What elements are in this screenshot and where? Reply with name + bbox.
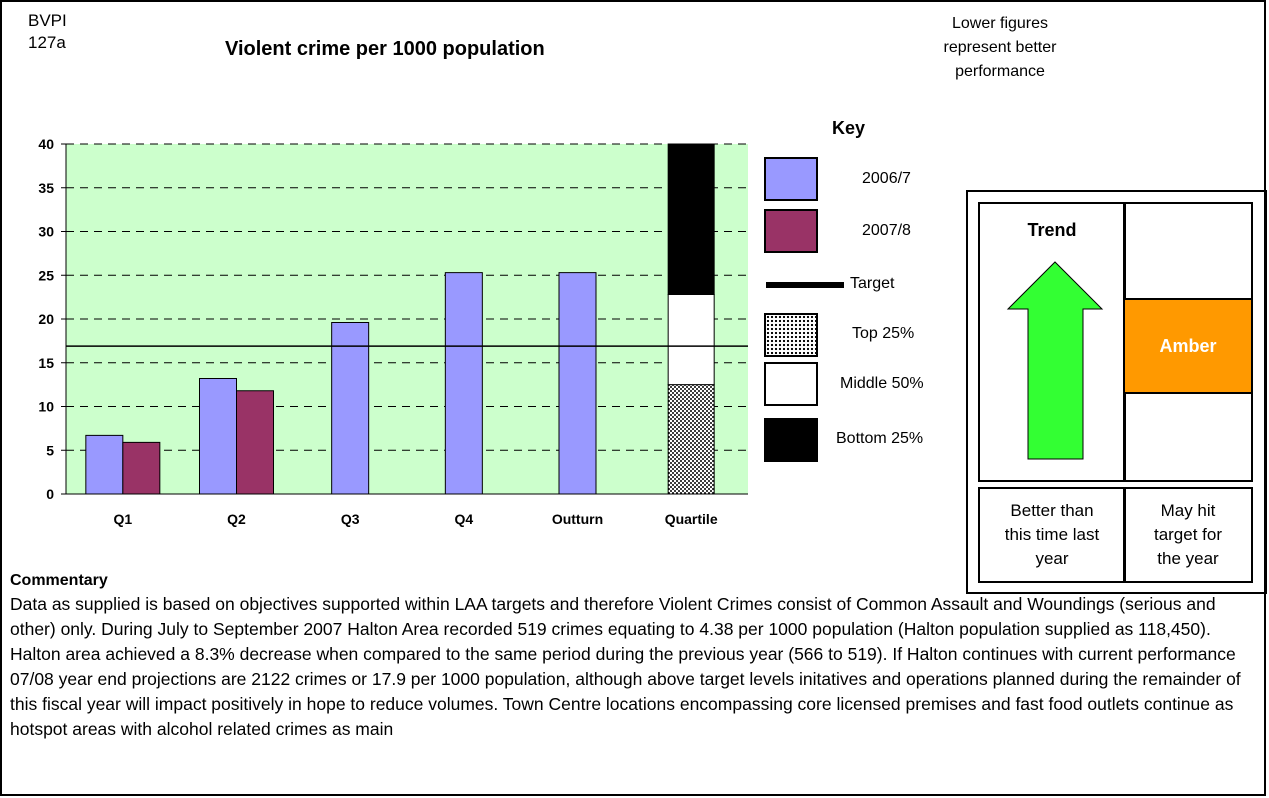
key-swatch-middle-50 [764, 362, 818, 406]
key-swatch-bottom-25 [764, 418, 818, 462]
performance-note: Lower figures represent better performan… [880, 12, 1120, 84]
key-swatch-2006-7 [764, 157, 818, 201]
y-tick-label: 20 [38, 311, 54, 327]
key-swatch-target [766, 282, 844, 288]
indicator-code: BVPI 127a [28, 10, 67, 54]
key-title: Key [832, 118, 866, 138]
y-tick-label: 35 [38, 180, 54, 196]
key-label-2007-8: 2007/8 [862, 222, 911, 239]
quartile-middle-50-segment [667, 294, 715, 386]
trend-caption-line2: this time last [1004, 525, 1100, 544]
x-tick-label: Q2 [227, 511, 246, 527]
quartile-bottom-25-segment [667, 143, 715, 295]
y-tick-label: 30 [38, 224, 54, 240]
quartile-top-25-segment [667, 384, 715, 495]
traffic-light-box: Amber [1123, 202, 1253, 482]
x-tick-label: Q3 [341, 511, 360, 527]
x-tick-label: Q4 [454, 511, 473, 527]
y-tick-label: 0 [46, 486, 54, 502]
target-caption-line3: the year [1157, 549, 1219, 568]
target-caption: May hit target for the year [1123, 487, 1253, 583]
trend-title: Trend [1027, 220, 1077, 240]
performance-note-line2: represent better [943, 39, 1057, 56]
y-tick-label: 10 [38, 399, 54, 415]
commentary-title: Commentary [10, 572, 108, 589]
target-caption-line2: target for [1153, 525, 1223, 544]
bar-2006-7 [199, 378, 237, 495]
bar-2006-7 [558, 272, 597, 495]
key-label-top-25: Top 25% [852, 325, 915, 342]
x-tick-label: Outturn [552, 511, 603, 527]
y-tick-label: 25 [38, 267, 54, 283]
bar-2006-7 [331, 322, 370, 495]
indicator-code-line1: BVPI [28, 11, 67, 30]
trend-caption: Better than this time last year [978, 487, 1126, 583]
x-tick-label: Q1 [113, 511, 132, 527]
bar-2007-8 [236, 390, 274, 495]
key-label-target: Target [850, 275, 895, 292]
trend-box: Trend [978, 202, 1126, 482]
key-swatch-2007-8 [764, 209, 818, 253]
commentary-text: Data as supplied is based on objectives … [10, 594, 1241, 739]
bar-2006-7 [444, 272, 483, 495]
performance-note-line3: performance [955, 63, 1045, 80]
traffic-light-amber: Amber [1125, 298, 1251, 394]
bar-2006-7 [85, 434, 124, 495]
bar-2007-8 [122, 441, 161, 495]
key-label-bottom-25: Bottom 25% [836, 430, 924, 447]
bar-chart: 0 5 10 15 20 25 30 35 40 Q1 Q2 Q3 Q4 Outturn Quartile [38, 136, 748, 527]
target-caption-line1: May hit [1160, 501, 1216, 520]
key-label-middle-50: Middle 50% [840, 375, 924, 392]
performance-note-line1: Lower figures [951, 15, 1049, 32]
y-tick-label: 40 [38, 136, 54, 152]
x-tick-label: Quartile [665, 511, 718, 527]
chart-title: Violent crime per 1000 population [225, 38, 545, 60]
indicator-code-line2: 127a [28, 33, 66, 52]
trend-caption-line3: year [1035, 549, 1069, 568]
trend-caption-line1: Better than [1010, 501, 1094, 520]
key-label-2006-7: 2006/7 [862, 170, 911, 187]
status-panel: Trend Amber Better than this time last y… [966, 190, 1267, 594]
y-tick-label: 15 [38, 355, 54, 371]
y-tick-label: 5 [46, 442, 54, 458]
key-swatch-top-25 [764, 313, 818, 357]
trend-up-arrow-icon [1006, 261, 1104, 460]
